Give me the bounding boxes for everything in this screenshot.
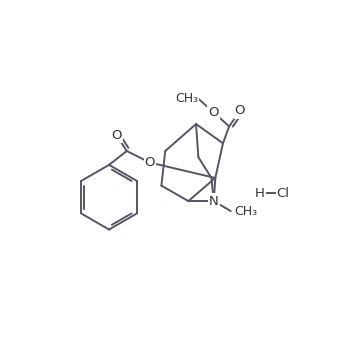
- Text: CH₃: CH₃: [235, 204, 258, 217]
- Text: N: N: [209, 194, 219, 208]
- Text: O: O: [208, 106, 219, 119]
- Text: O: O: [235, 104, 245, 117]
- Text: Cl: Cl: [276, 187, 289, 200]
- Text: H: H: [255, 187, 265, 200]
- Text: O: O: [112, 129, 122, 142]
- Text: CH₃: CH₃: [175, 92, 198, 105]
- Text: O: O: [145, 156, 155, 169]
